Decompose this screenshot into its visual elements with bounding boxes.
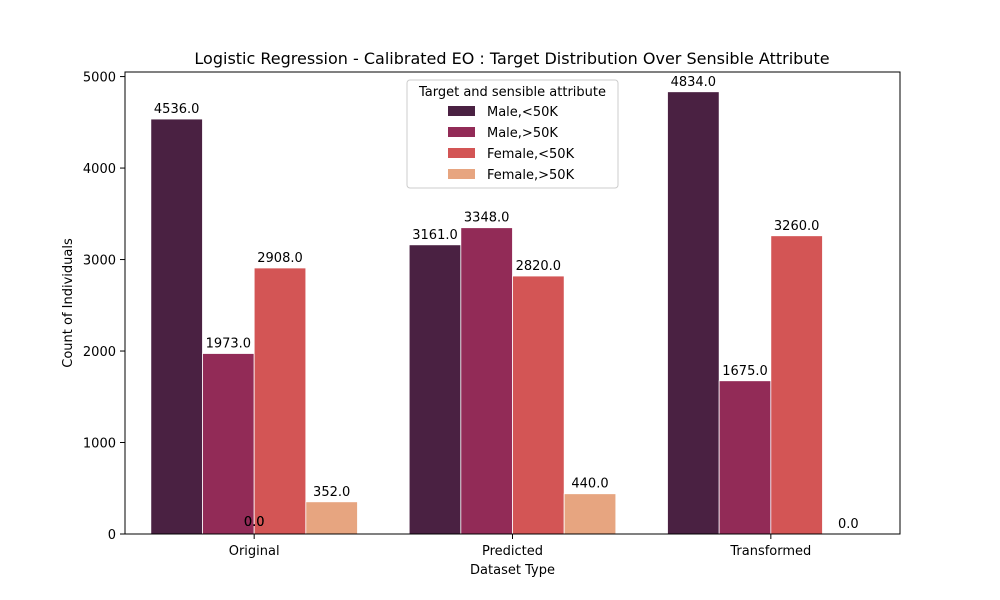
bar-value-label: 3161.0: [412, 228, 458, 243]
bar-value-label: 4536.0: [154, 102, 200, 117]
zero-value-label: 0.0: [244, 515, 265, 530]
bar-value-label: 4834.0: [671, 75, 717, 90]
bar-value-label: 1675.0: [722, 364, 768, 379]
legend-swatch: [448, 169, 475, 179]
bar-male-50k-original: [150, 118, 203, 535]
bar-female-50k-original: [253, 267, 307, 535]
legend-swatch: [448, 148, 475, 158]
bar-female-50k-transformed: [770, 235, 823, 535]
bar-male-50k-predicted: [460, 227, 513, 535]
bar-male-50k-predicted: [408, 244, 462, 535]
bar-male-50k-transformed: [718, 380, 772, 535]
y-tick-label: 1000: [83, 437, 116, 452]
bar-value-label: 3348.0: [464, 211, 510, 226]
bar-value-label: 1973.0: [206, 336, 252, 351]
legend-label: Female,>50K: [487, 168, 575, 183]
legend-label: Female,<50K: [487, 147, 575, 162]
legend-title: Target and sensible attribute: [418, 85, 606, 100]
bar-female-50k-predicted: [563, 493, 617, 535]
y-axis-label: Count of Individuals: [61, 238, 76, 368]
legend: Target and sensible attribute Male,<50K M…: [406, 79, 619, 189]
legend-label: Male,>50K: [487, 126, 558, 141]
x-axis-label: Dataset Type: [470, 563, 555, 578]
legend-label: Male,<50K: [487, 105, 558, 120]
x-tick-label: Original: [229, 544, 280, 559]
y-tick-label: 4000: [83, 162, 116, 177]
legend-swatch: [448, 127, 475, 137]
y-tick-label: 5000: [83, 71, 116, 86]
bar-value-label: 0.0: [838, 517, 859, 532]
bar-value-label: 3260.0: [774, 219, 820, 234]
bar-value-label: 2908.0: [257, 251, 303, 266]
x-tick-label: Transformed: [729, 544, 811, 559]
bar-female-50k-predicted: [512, 275, 565, 535]
y-tick-label: 2000: [83, 345, 116, 360]
bar-value-label: 352.0: [313, 485, 350, 500]
bar-male-50k-transformed: [667, 91, 720, 535]
zero-value-label: 0.0: [244, 515, 265, 530]
bar-female-50k-original: [305, 501, 358, 535]
bar-value-label: 440.0: [571, 477, 608, 492]
y-tick-label: 0: [108, 528, 116, 543]
x-tick-label: Predicted: [482, 544, 543, 559]
y-tick-label: 3000: [83, 254, 116, 269]
bar-value-label: 2820.0: [516, 259, 562, 274]
bar-male-50k-original: [202, 353, 255, 535]
chart-title: Logistic Regression - Calibrated EO : Ta…: [194, 49, 829, 68]
legend-swatch: [448, 106, 475, 116]
